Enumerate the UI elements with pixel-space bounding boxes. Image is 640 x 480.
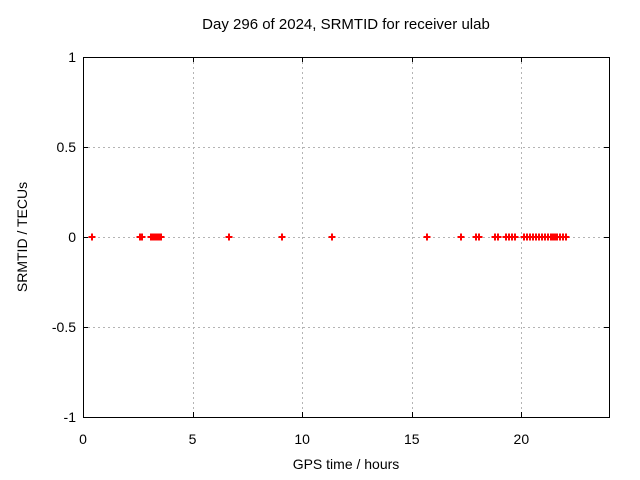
- y-tick-label: 0: [68, 229, 76, 245]
- y-tick-label: -1: [64, 409, 77, 425]
- data-point: [423, 233, 431, 241]
- data-point: [88, 233, 96, 241]
- plot-border: [83, 57, 610, 418]
- data-point: [278, 233, 286, 241]
- y-tick-label: 0.5: [57, 139, 77, 155]
- data-point: [562, 233, 570, 241]
- data-point: [138, 233, 146, 241]
- data-point: [157, 233, 165, 241]
- data-point: [457, 233, 465, 241]
- chart-title: Day 296 of 2024, SRMTID for receiver ula…: [202, 16, 490, 33]
- y-tick-label: 1: [68, 49, 76, 65]
- x-tick-label: 5: [189, 431, 197, 447]
- x-tick-label: 10: [294, 431, 310, 447]
- data-point: [475, 233, 483, 241]
- x-tick-label: 15: [404, 431, 420, 447]
- data-point: [511, 233, 519, 241]
- data-point: [225, 233, 233, 241]
- y-tick-label: -0.5: [52, 319, 76, 335]
- y-axis-label: SRMTID / TECUs: [14, 181, 30, 293]
- x-tick-label: 20: [514, 431, 530, 447]
- data-point: [328, 233, 336, 241]
- x-axis-label: GPS time / hours: [292, 456, 400, 472]
- x-tick-label: 0: [79, 431, 87, 447]
- data-point: [494, 233, 502, 241]
